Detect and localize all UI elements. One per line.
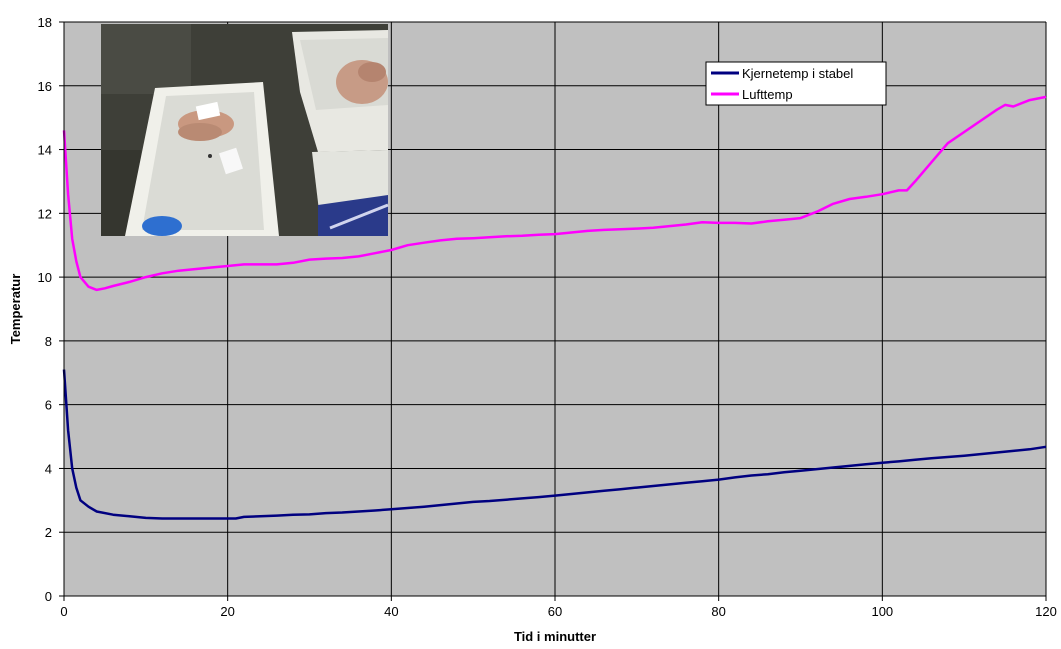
y-tick-label: 2 xyxy=(45,525,52,540)
x-tick-label: 20 xyxy=(220,604,234,619)
x-axis-ticks: 0 20 40 60 80 100 120 xyxy=(60,596,1057,619)
y-tick-label: 8 xyxy=(45,334,52,349)
legend-box xyxy=(705,61,887,106)
y-tick-label: 10 xyxy=(38,270,52,285)
y-axis-ticks: 0 2 4 6 8 10 12 14 16 18 xyxy=(38,15,64,604)
y-axis-title: Temperatur xyxy=(8,274,23,345)
x-tick-label: 40 xyxy=(384,604,398,619)
y-tick-label: 0 xyxy=(45,589,52,604)
y-tick-label: 14 xyxy=(38,143,52,158)
grid-lines xyxy=(64,21,1047,596)
legend-label-kjernetemp: Kjernetemp i stabel xyxy=(742,66,853,81)
x-axis-title: Tid i minutter xyxy=(514,629,596,644)
x-tick-label: 120 xyxy=(1035,604,1057,619)
series-line-kjernetemp xyxy=(62,369,1047,520)
y-tick-label: 16 xyxy=(38,79,52,94)
x-tick-label: 80 xyxy=(711,604,725,619)
y-tick-label: 4 xyxy=(45,461,52,476)
fish-crate-photo xyxy=(101,24,389,236)
series-line-lufttemp xyxy=(62,95,1047,292)
y-tick-label: 12 xyxy=(38,206,52,221)
x-tick-label: 100 xyxy=(871,604,893,619)
legend-label-lufttemp: Lufttemp xyxy=(742,87,793,102)
y-tick-label: 6 xyxy=(45,398,52,413)
legend: Kjernetemp i stabel Lufttemp xyxy=(705,61,887,106)
x-tick-label: 60 xyxy=(548,604,562,619)
x-tick-label: 0 xyxy=(60,604,67,619)
y-tick-label: 18 xyxy=(38,15,52,30)
series-layer xyxy=(62,95,1047,520)
